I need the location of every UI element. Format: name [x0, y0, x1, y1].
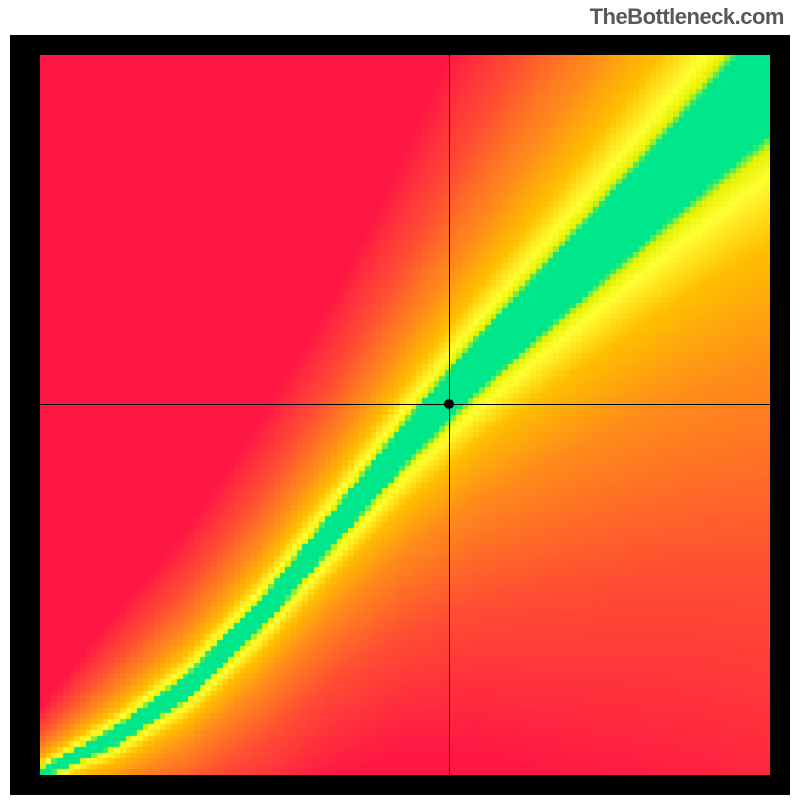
crosshair-vertical	[449, 55, 450, 775]
chart-container: TheBottleneck.com	[0, 0, 800, 800]
crosshair-horizontal	[40, 404, 770, 405]
watermark-text: TheBottleneck.com	[590, 4, 784, 30]
crosshair-marker	[444, 399, 454, 409]
heatmap-canvas	[40, 55, 770, 775]
